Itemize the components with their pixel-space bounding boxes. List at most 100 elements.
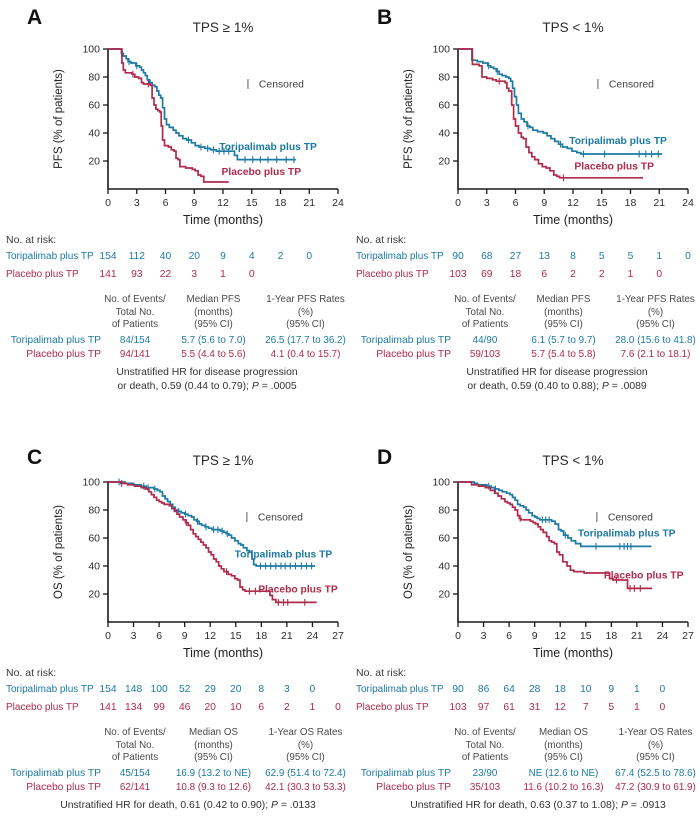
risk-count: 1 [309, 702, 316, 713]
panel-c: C TPS ≥ 1% 20 40 60 80 100 0 3 6 9 12 15 18 21 24 27 OS… [0, 420, 350, 823]
km-curve-toripalimab-plus-tp [458, 48, 663, 155]
y-tick-label: 60 [88, 533, 100, 545]
stats-row-label: Toripalimab plus TP [10, 334, 101, 346]
stats-row-label: Toripalimab plus TP [360, 767, 451, 779]
risk-count: 0 [309, 684, 316, 695]
km-curve-placebo-plus-tp [458, 481, 653, 590]
y-axis-label: PFS (% of patients) [53, 69, 65, 169]
risk-count: 8 [258, 684, 265, 695]
risk-count: 5 [627, 251, 634, 262]
x-tick-label: 18 [625, 197, 637, 209]
panel-letter: D [377, 446, 393, 469]
y-tick-label: 100 [432, 477, 450, 489]
stats-value: 28.0 (15.6 to 41.8) [615, 334, 696, 346]
hazard-ratio-note: Unstratified HR for death, 0.63 (0.37 to… [350, 799, 700, 814]
x-tick-label: 24 [657, 630, 669, 642]
risk-count: 7 [582, 702, 589, 713]
panel-title: TPS < 1% [542, 20, 604, 35]
panel-title: TPS ≥ 1% [192, 453, 254, 468]
stats-row-label: Placebo plus TP [26, 781, 101, 793]
censored-legend-label: Censored [609, 80, 654, 91]
p-value-symbol: P [601, 381, 609, 393]
stats-value: 23/90 [472, 767, 498, 779]
x-tick-label: 6 [506, 630, 512, 642]
risk-count: 68 [481, 251, 493, 262]
stats-value: 42.1 (30.3 to 53.3) [265, 781, 346, 793]
x-tick-label: 12 [554, 630, 566, 642]
x-tick-label: 27 [682, 630, 694, 642]
risk-count: 2 [284, 702, 290, 713]
y-tick-label: 40 [88, 128, 100, 140]
km-curve-placebo-plus-tp [108, 48, 229, 183]
risk-count: 0 [248, 269, 255, 280]
risk-count: 61 [503, 702, 515, 713]
risk-count: 5 [608, 702, 615, 713]
panel-a: A TPS ≥ 1% 20 40 60 80 100 0 3 6 9 12 15 18 21 24 PFS … [0, 0, 350, 420]
risk-count: 4 [248, 251, 255, 262]
series-label: Placebo plus TP [574, 161, 654, 172]
x-tick-label: 3 [484, 197, 490, 209]
stats-value: 5.5 (4.4 to 5.6) [181, 348, 246, 360]
x-tick-label: 6 [156, 630, 162, 642]
series-label: Toripalimab plus TP [235, 550, 333, 561]
x-axis-label: Time (months) [183, 213, 263, 227]
x-tick-label: 9 [182, 630, 188, 642]
risk-count: 10 [580, 684, 592, 695]
stats-row-label: Placebo plus TP [26, 348, 101, 360]
y-tick-label: 100 [432, 44, 450, 56]
stats-value: 6.1 (5.7 to 9.7) [531, 334, 596, 346]
km-chart: 20 40 60 80 100 0 3 6 9 12 15 18 21 24 27 OS (% of pati… [53, 477, 344, 660]
stats-row-label: Placebo plus TP [376, 348, 451, 360]
stats-value: 7.6 (2.1 to 18.1) [620, 348, 691, 360]
risk-count: 46 [178, 702, 191, 713]
x-tick-label: 27 [332, 630, 344, 642]
stats-table: No. of Events/ Total No. of Patients Medi… [350, 727, 700, 793]
x-tick-label: 0 [105, 630, 111, 642]
risk-row-label: Placebo plus TP [356, 269, 429, 280]
risk-count: 93 [131, 269, 143, 280]
stats-column-header: Median OS (months) (95% CI) [188, 727, 238, 764]
risk-row: Toripalimab plus TP 154 148 100 52 29 20 8 3 0 [0, 682, 350, 700]
risk-row: Toripalimab plus TP 90 68 27 13 8 5 5 1 0 [350, 249, 700, 267]
risk-count: 3 [191, 269, 198, 280]
risk-count: 100 [150, 684, 168, 695]
x-tick-label: 21 [303, 197, 315, 209]
risk-count: 6 [541, 269, 548, 280]
x-tick-label: 9 [532, 630, 538, 642]
risk-count: 0 [656, 269, 663, 280]
risk-count: 90 [452, 684, 464, 695]
p-value-symbol: P [251, 381, 259, 393]
stats-value: 62/141 [119, 781, 151, 793]
stats-row-label: Toripalimab plus TP [360, 334, 451, 346]
y-axis-label: OS (% of patients) [403, 505, 415, 599]
x-tick-label: 18 [605, 630, 617, 642]
risk-count: 20 [230, 684, 242, 695]
risk-row-label: Toripalimab plus TP [356, 684, 444, 695]
risk-count: 0 [659, 702, 666, 713]
stats-row-label: Toripalimab plus TP [10, 767, 101, 779]
risk-row: Placebo plus TP 141 93 22 3 1 0 [0, 267, 350, 285]
panel-title: TPS < 1% [542, 453, 604, 468]
km-curve-toripalimab-plus-tp [458, 481, 652, 548]
risk-row: Placebo plus TP 103 69 18 6 2 2 1 0 [350, 267, 700, 285]
x-tick-label: 12 [567, 197, 579, 209]
x-tick-label: 21 [631, 630, 643, 642]
stats-column-header: 1-Year OS Rates (%) (95% CI) [618, 727, 693, 764]
risk-count: 10 [230, 702, 242, 713]
risk-count: 69 [481, 269, 493, 280]
stats-value: 45/154 [119, 767, 151, 779]
hazard-ratio-line: Unstratified HR for death, 0.63 (0.37 to… [410, 799, 666, 811]
stats-column-header: No. of Events/ Total No. of Patients [104, 727, 166, 764]
stats-column-header: Median PFS (months) (95% CI) [186, 294, 241, 331]
risk-row: Toripalimab plus TP 154 112 40 20 9 4 2 0 [0, 249, 350, 267]
y-axis-label: OS (% of patients) [53, 505, 65, 599]
km-curve-toripalimab-plus-tp [108, 481, 315, 567]
risk-count: 1 [656, 251, 663, 262]
hazard-ratio-line: Unstratified HR for disease progression [116, 366, 298, 378]
risk-count: 103 [449, 702, 467, 713]
stats-table: No. of Events/ Total No. of Patients Medi… [350, 294, 700, 360]
risk-row-label: Placebo plus TP [6, 702, 79, 713]
x-tick-label: 15 [580, 630, 592, 642]
risk-count: 86 [477, 684, 490, 695]
